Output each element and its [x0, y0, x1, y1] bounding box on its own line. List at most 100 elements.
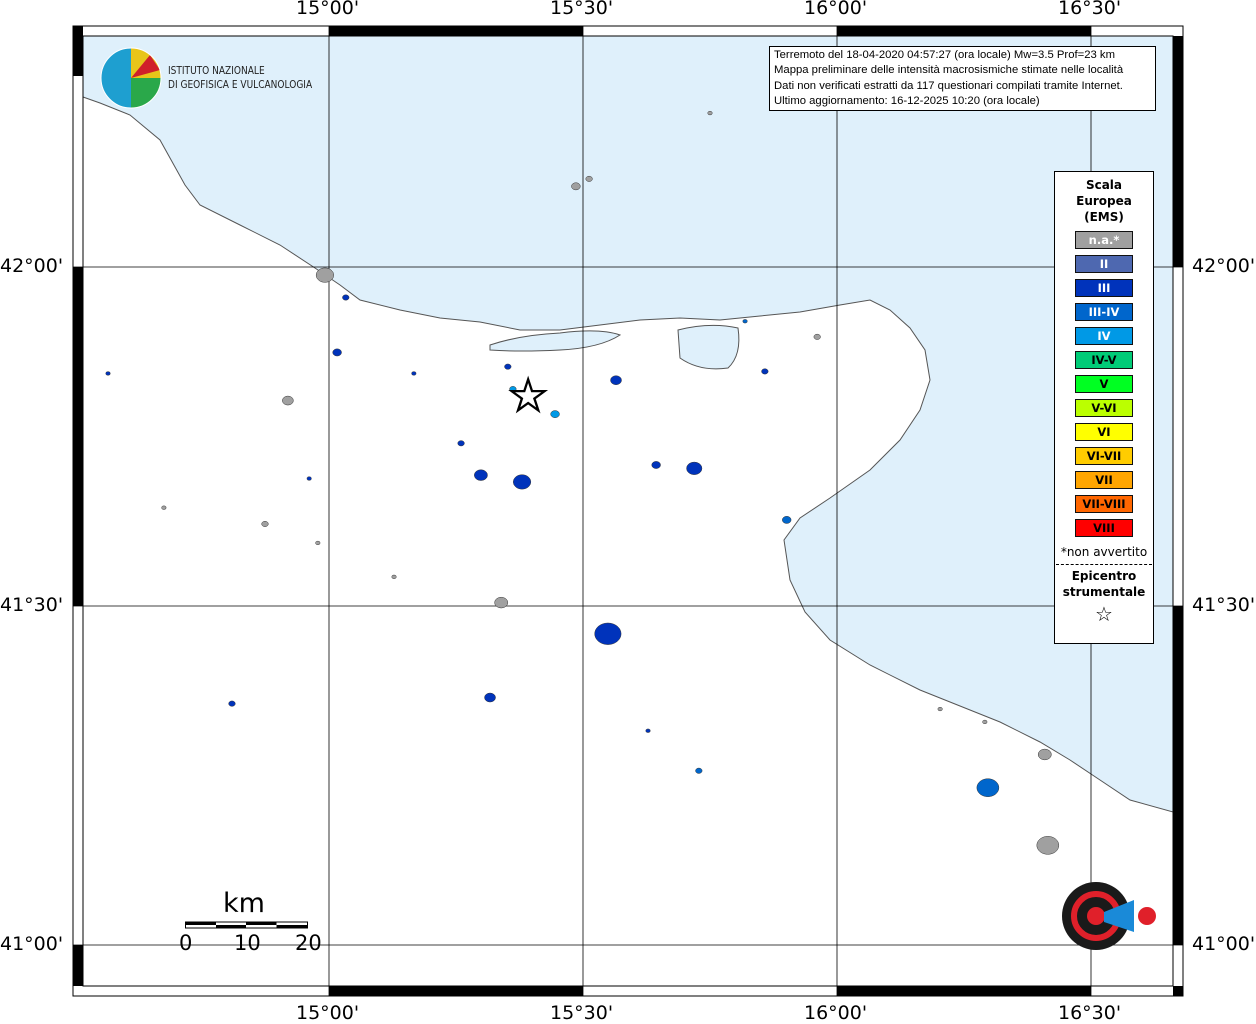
legend-item: III	[1075, 279, 1133, 297]
legend-title: (EMS)	[1084, 210, 1124, 224]
lagoon-lesina	[489, 330, 622, 352]
frame-scale-bars	[73, 26, 1183, 996]
legend-item: VII-VIII	[1075, 495, 1133, 513]
frame-bar	[329, 26, 583, 36]
axis-tick-label: 15°00'	[296, 1002, 360, 1024]
scale-bar-graphic	[185, 921, 308, 929]
locality-na	[813, 333, 821, 340]
locality-iii	[228, 700, 236, 707]
legend-item: IV-V	[1075, 351, 1133, 369]
epicenter-star-icon: ☆	[507, 368, 550, 424]
localities	[105, 111, 1060, 855]
locality-iii	[504, 363, 512, 370]
axis-tick-label: 16°30'	[1058, 0, 1122, 19]
axis-tick-label: 42°00'	[0, 255, 64, 277]
axis-tick-label: 15°30'	[550, 1002, 614, 1024]
locality-na	[315, 540, 321, 545]
legend-item: IV	[1075, 327, 1133, 345]
axis-tick-label: 41°30'	[0, 594, 64, 616]
sea-area	[82, 35, 1174, 813]
legend-item: VI	[1075, 423, 1133, 441]
frame-bar	[1173, 36, 1183, 267]
locality-na	[982, 719, 988, 724]
lagoon-varano	[677, 324, 740, 370]
info-line: Mappa preliminare delle intensità macros…	[774, 64, 1124, 77]
locality-iiiiv	[782, 516, 792, 524]
locality-iv	[509, 386, 517, 392]
locality-na	[261, 521, 269, 527]
frame-bar	[1173, 986, 1183, 996]
locality-iii	[645, 728, 651, 733]
legend-item: V-VI	[1075, 399, 1133, 417]
locality-iii	[306, 476, 312, 481]
frame-bar	[73, 26, 83, 36]
locality-iii	[610, 375, 622, 385]
frame-bar	[73, 945, 83, 986]
locality-iii	[474, 469, 488, 481]
epicenter-label: Epicentro	[1071, 569, 1137, 583]
legend-item: VI-VII	[1075, 447, 1133, 465]
locality-iii	[761, 368, 769, 375]
locality-iii	[594, 622, 622, 645]
frame-bar	[73, 267, 83, 606]
locality-na	[571, 182, 581, 191]
scale-bar: km 0 10 20	[175, 888, 325, 955]
info-line: Ultimo aggiornamento: 16-12-2025 10:20 (…	[774, 94, 1040, 107]
legend-item: VII	[1075, 471, 1133, 489]
locality-iiiiv	[742, 319, 748, 324]
legend-item: V	[1075, 375, 1133, 393]
locality-na	[1037, 748, 1052, 761]
frame-bar	[1173, 606, 1183, 945]
frame-bar	[837, 986, 1091, 996]
epicenter-label: strumentale	[1062, 585, 1146, 599]
axis-tick-label: 16°00'	[804, 0, 868, 19]
locality-iii	[686, 461, 703, 475]
axis-tick-label: 41°00'	[1192, 933, 1256, 955]
locality-iii	[105, 371, 111, 376]
locality-na	[315, 267, 334, 283]
locality-iv	[550, 410, 560, 418]
locality-iii	[342, 294, 350, 301]
legend-item: VIII	[1075, 519, 1133, 537]
frame-bar	[329, 986, 583, 996]
locality-iii	[484, 692, 496, 703]
legend-item: III-IV	[1075, 303, 1133, 321]
locality-na	[494, 596, 509, 609]
axis-tick-label: 41°30'	[1192, 594, 1256, 616]
frame-bar	[73, 36, 83, 76]
locality-iiiiv	[976, 778, 1000, 797]
event-info-box: Terremoto del 18-04-2020 04:57:27 (ora l…	[769, 46, 1156, 112]
axis-tick-label: 41°00'	[0, 933, 64, 955]
legend-item: n.a.*	[1075, 231, 1133, 249]
axis-tick-label: 16°00'	[804, 1002, 868, 1024]
frame-bar	[837, 26, 1091, 36]
epicenter-legend-star-icon: ☆	[1095, 602, 1113, 626]
institute-name: ISTITUTO NAZIONALE DI GEOFISICA E VULCAN…	[168, 64, 312, 92]
locality-iii	[457, 440, 465, 447]
ems-legend: Scala Europea (EMS) n.a.* II III III-IV IV IV…	[1054, 171, 1154, 644]
axis-tick-label: 16°30'	[1058, 1002, 1122, 1024]
institute-line: ISTITUTO NAZIONALE	[168, 64, 265, 77]
locality-iii	[332, 348, 342, 357]
axis-tick-label: 15°00'	[296, 0, 360, 19]
legend-item: II	[1075, 255, 1133, 273]
scale-unit: km	[223, 888, 265, 919]
legend-title: Scala	[1085, 178, 1123, 192]
locality-iiiiv	[695, 767, 703, 774]
institute-line: DI GEOFISICA E VULCANOLOGIA	[168, 78, 313, 91]
locality-na	[585, 175, 593, 182]
locality-na	[1036, 836, 1060, 855]
locality-na	[282, 395, 294, 406]
ingv-logo	[100, 47, 162, 109]
locality-na	[937, 707, 943, 712]
info-line: Terremoto del 18-04-2020 04:57:27 (ora l…	[774, 49, 1115, 61]
scale-label: 10	[234, 931, 261, 955]
locality-iii	[512, 474, 532, 490]
axis-tick-label: 15°30'	[550, 0, 614, 19]
info-line: Dati non verificati estratti da 117 ques…	[774, 79, 1123, 92]
scale-label: 0	[179, 931, 193, 955]
axis-tick-label: 42°00'	[1192, 255, 1256, 277]
legend-note: *non avvertito	[1060, 545, 1148, 559]
locality-iii	[651, 461, 661, 469]
